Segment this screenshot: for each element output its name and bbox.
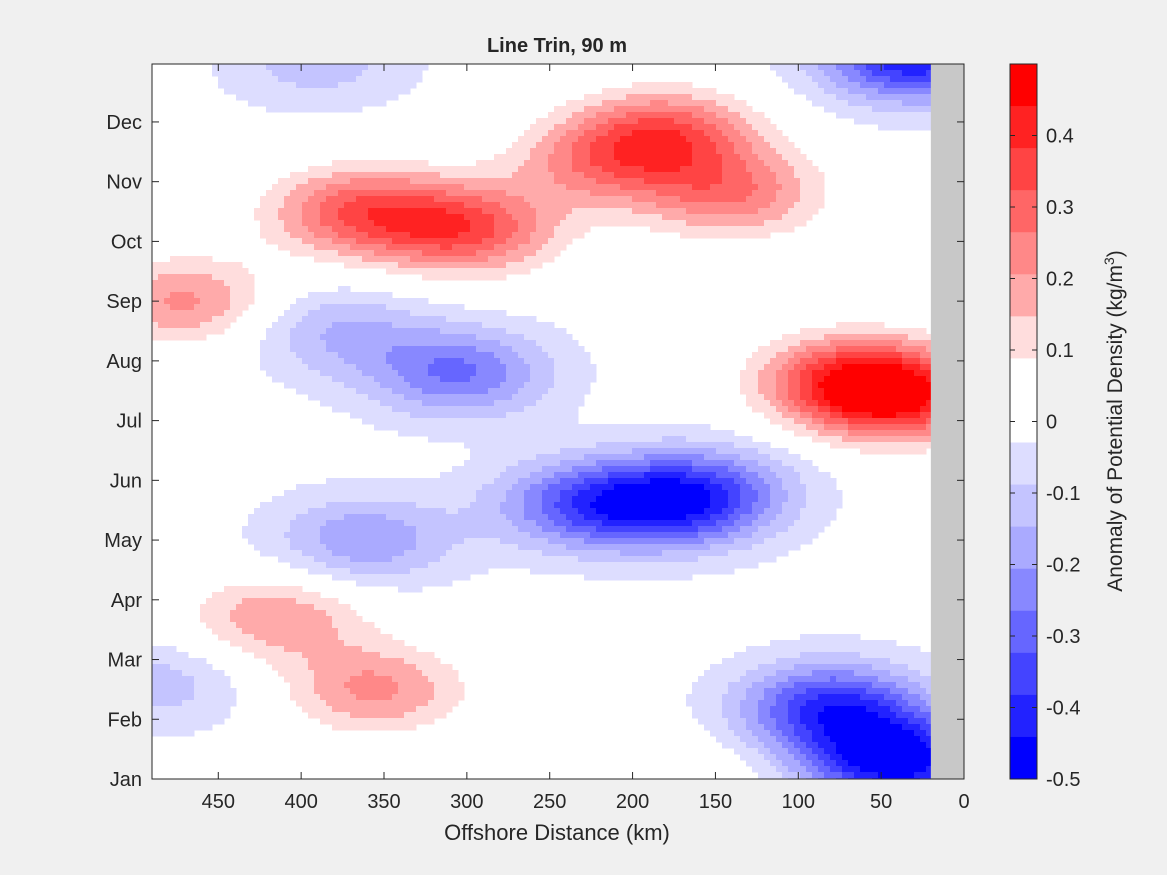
y-tick-label: Feb (108, 709, 142, 731)
y-tick-label: Dec (106, 112, 142, 134)
x-tick-label: 450 (202, 791, 235, 813)
y-axis: Jan Feb Mar Apr May Jun Jul Aug Sep Oct Nov Dec (104, 112, 964, 791)
colorbar-segment (1010, 106, 1037, 149)
x-tick-label: 50 (870, 791, 892, 813)
colorbar: 0.4 0.3 0.2 0.1 0 -0.1 -0.2 -0.3 -0.4 -0.5 (1009, 63, 1080, 791)
colorbar-segment (1010, 358, 1037, 401)
colorbar-segment (1010, 484, 1037, 528)
y-tick-label: May (104, 530, 142, 552)
colorbar-segment (1010, 610, 1037, 654)
colorbar-segment (1010, 568, 1037, 612)
colorbar-segment (1010, 442, 1037, 486)
y-tick-label: Jun (110, 470, 142, 492)
colorbar-segment (1010, 232, 1037, 275)
colorbar-tick-label: 0.2 (1046, 269, 1074, 291)
y-tick-label: Nov (106, 172, 142, 194)
colorbar-segment (1010, 652, 1037, 696)
y-tick-label: Oct (111, 231, 143, 253)
colorbar-segment (1010, 190, 1037, 233)
y-tick-label: Mar (108, 650, 143, 672)
x-tick-label: 350 (367, 791, 400, 813)
y-tick-label: Aug (106, 351, 142, 373)
colorbar-tick-label: 0.1 (1046, 340, 1074, 362)
colorbar-segment (1010, 64, 1037, 107)
y-tick-label: Sep (106, 291, 142, 313)
colorbar-tick-label: -0.2 (1046, 555, 1080, 577)
x-tick-label: 300 (450, 791, 483, 813)
colorbar-tick-label: -0.4 (1046, 698, 1080, 720)
x-tick-label: 250 (533, 791, 566, 813)
y-tick-label: Jan (110, 769, 142, 791)
colorbar-segment (1010, 316, 1037, 359)
colorbar-tick-label: 0.4 (1046, 126, 1074, 148)
colorbar-tick-label: 0.3 (1046, 197, 1074, 219)
colorbar-segment (1010, 694, 1037, 738)
y-tick-label: Jul (116, 411, 142, 433)
colorbar-label: Anomaly of Potential Density (kg/m3) (1101, 250, 1127, 592)
colorbar-segment (1010, 736, 1037, 780)
colorbar-segment (1010, 148, 1037, 191)
no-data-region (930, 64, 964, 779)
colorbar-tick-label: -0.1 (1046, 483, 1080, 505)
colorbar-tick-label: -0.5 (1046, 769, 1080, 791)
x-tick-label: 200 (616, 791, 649, 813)
colorbar-segment (1010, 274, 1037, 317)
x-tick-label: 400 (284, 791, 317, 813)
x-axis: 450 400 350 300 250 200 150 100 50 0 (202, 64, 970, 813)
contour-field (152, 64, 964, 779)
plot-frame (151, 63, 965, 780)
x-tick-label: 0 (958, 791, 969, 813)
colorbar-segment (1010, 526, 1037, 570)
chart-title: Line Trin, 90 m (487, 35, 627, 57)
x-axis-label: Offshore Distance (km) (444, 820, 670, 845)
x-tick-label: 150 (699, 791, 732, 813)
x-tick-label: 100 (782, 791, 815, 813)
colorbar-tick-label: 0 (1046, 412, 1057, 434)
y-tick-label: Apr (111, 590, 142, 612)
colorbar-tick-label: -0.3 (1046, 626, 1080, 648)
